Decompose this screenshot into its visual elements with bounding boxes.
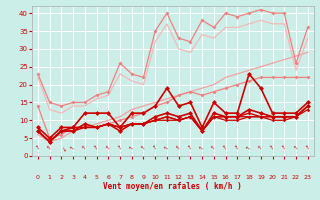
Text: ↑: ↑ [211, 144, 217, 150]
Text: ↑: ↑ [292, 144, 300, 150]
Text: ↑: ↑ [117, 144, 123, 150]
Text: ↑: ↑ [35, 144, 41, 150]
Text: ↑: ↑ [58, 144, 65, 150]
Text: ↑: ↑ [187, 144, 194, 150]
X-axis label: Vent moyen/en rafales ( km/h ): Vent moyen/en rafales ( km/h ) [103, 182, 242, 191]
Text: ↑: ↑ [70, 144, 76, 150]
Text: ↑: ↑ [222, 144, 229, 150]
Text: ↑: ↑ [257, 144, 264, 150]
Text: ↑: ↑ [81, 144, 88, 150]
Text: ↑: ↑ [199, 144, 205, 150]
Text: ↑: ↑ [105, 144, 112, 150]
Text: ↑: ↑ [140, 144, 147, 150]
Text: ↑: ↑ [234, 144, 241, 150]
Text: ↑: ↑ [128, 144, 135, 150]
Text: ↑: ↑ [152, 144, 158, 150]
Text: ↑: ↑ [46, 144, 53, 150]
Text: ↑: ↑ [93, 144, 100, 150]
Text: ↑: ↑ [175, 144, 182, 150]
Text: ↑: ↑ [164, 144, 170, 150]
Text: ↑: ↑ [246, 144, 252, 150]
Text: ↑: ↑ [305, 144, 311, 150]
Text: ↑: ↑ [281, 144, 287, 150]
Text: ↑: ↑ [269, 144, 276, 150]
